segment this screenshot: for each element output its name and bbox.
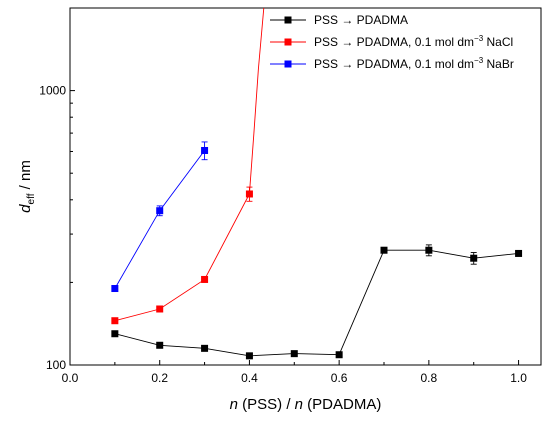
x-tick-label: 0.8 (421, 371, 438, 385)
data-point (515, 249, 523, 257)
legend-marker (284, 60, 292, 68)
legend-label: PSS → PDADMA, 0.1 mol dm−3 NaBr (314, 56, 514, 71)
axis-ticks: 0.0 0.2 0.4 0.6 0.8 1.0 100 1000 (39, 7, 527, 385)
x-tick-label: 0.0 (62, 371, 79, 385)
data-point (470, 254, 478, 262)
x-axis-title: n (PSS) / n (PDADMA) (230, 396, 382, 413)
series-layer (111, 8, 523, 360)
legend: PSS → PDADMA PSS → PDADMA, 0.1 mol dm−3 N… (270, 13, 514, 71)
data-point (335, 351, 343, 359)
data-point (201, 344, 209, 352)
series-line (114, 249, 519, 357)
data-point (111, 317, 119, 325)
data-point (380, 246, 388, 254)
legend-marker (284, 16, 292, 24)
data-point (111, 330, 119, 338)
data-point (201, 275, 209, 283)
data-point (290, 350, 298, 358)
series-line (114, 150, 205, 289)
series-line (114, 8, 265, 322)
y-axis-title: deff / nm (17, 160, 37, 213)
legend-marker (284, 38, 292, 46)
data-point (245, 352, 253, 360)
x-tick-label: 0.6 (331, 371, 348, 385)
legend-label: PSS → PDADMA (314, 13, 408, 27)
data-point (425, 246, 433, 254)
y-tick-label: 100 (46, 358, 66, 372)
x-tick-label: 0.4 (241, 371, 258, 385)
y-tick-label: 1000 (39, 84, 66, 98)
data-point (201, 146, 209, 154)
plot-frame (69, 7, 542, 366)
data-point (156, 207, 164, 215)
data-point (156, 341, 164, 349)
data-point (156, 305, 164, 313)
x-tick-label: 1.0 (510, 371, 527, 385)
data-point (245, 190, 253, 198)
data-point (111, 285, 119, 293)
x-tick-label: 0.2 (151, 371, 168, 385)
legend-label: PSS → PDADMA, 0.1 mol dm−3 NaCl (314, 34, 513, 49)
